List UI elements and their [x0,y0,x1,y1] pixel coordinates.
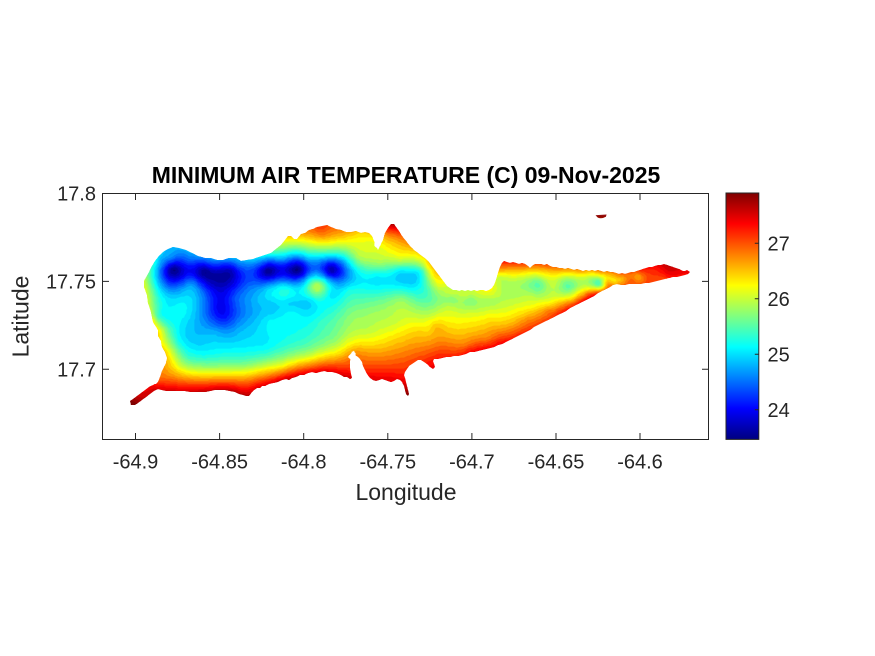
svg-text:Latitude: Latitude [8,276,34,358]
svg-text:-64.75: -64.75 [359,452,416,474]
svg-text:17.8: 17.8 [57,184,96,206]
svg-text:-64.6: -64.6 [617,452,663,474]
svg-text:Longitude: Longitude [355,479,456,505]
svg-text:-64.9: -64.9 [113,452,159,474]
svg-text:-64.85: -64.85 [191,452,248,474]
svg-text:-64.7: -64.7 [449,452,495,474]
svg-text:MINIMUM AIR TEMPERATURE (C) 09: MINIMUM AIR TEMPERATURE (C) 09-Nov-2025 [152,162,661,188]
svg-text:26: 26 [768,289,790,311]
svg-text:24: 24 [768,400,790,422]
svg-text:27: 27 [768,234,790,256]
svg-text:17.7: 17.7 [57,360,96,382]
svg-text:17.75: 17.75 [46,272,96,294]
svg-text:25: 25 [768,345,790,367]
svg-text:-64.65: -64.65 [528,452,585,474]
svg-text:-64.8: -64.8 [281,452,327,474]
